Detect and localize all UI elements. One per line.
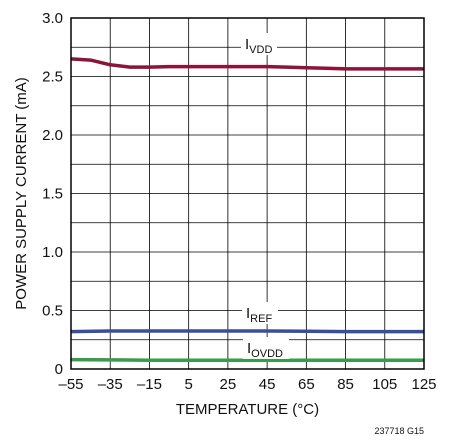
y-tick-label: 0 <box>55 361 63 378</box>
x-tick-label: –55 <box>58 376 83 393</box>
series-label-background <box>243 337 289 359</box>
series-label-iovdd: IOVDD <box>247 340 283 360</box>
series-label-background <box>242 302 278 324</box>
y-tick-label: 1.0 <box>42 244 63 261</box>
x-tick-label: –15 <box>137 376 162 393</box>
y-axis-ticks: 0 0.5 1.0 1.5 2.0 2.5 3.0 <box>42 10 63 378</box>
series-label-background <box>241 33 277 55</box>
y-tick-label: 0.5 <box>42 303 63 320</box>
y-tick-label: 2.5 <box>42 69 63 86</box>
series-label-iref: IREF <box>246 305 272 325</box>
x-tick-label: 25 <box>220 376 237 393</box>
x-tick-label: 125 <box>411 376 436 393</box>
y-tick-label: 3.0 <box>42 10 63 27</box>
x-tick-label: 5 <box>184 376 192 393</box>
y-tick-label: 1.5 <box>42 186 63 203</box>
y-tick-label: 2.0 <box>42 127 63 144</box>
grid <box>71 18 424 369</box>
x-tick-label: 65 <box>298 376 315 393</box>
series-line-iref <box>70 329 424 334</box>
plot-frame <box>70 17 425 370</box>
x-axis-ticks: –55 –35 –15 5 25 45 65 85 105 125 <box>58 376 436 393</box>
figure-code: 237718 G15 <box>374 426 424 436</box>
x-tick-label: 85 <box>337 376 354 393</box>
x-tick-label: 45 <box>259 376 276 393</box>
x-tick-label: 105 <box>372 376 397 393</box>
series-line-ivdd <box>70 57 424 71</box>
y-axis-title: POWER SUPPLY CURRENT (mA) <box>13 77 30 310</box>
x-tick-label: –35 <box>98 376 123 393</box>
x-axis-title: TEMPERATURE (°C) <box>176 401 319 418</box>
series-label-ivdd: IVDD <box>245 36 272 56</box>
series-labels: IVDD IREF IOVDD <box>241 33 289 360</box>
series-line-iovdd <box>70 357 424 362</box>
series-lines <box>70 57 424 362</box>
